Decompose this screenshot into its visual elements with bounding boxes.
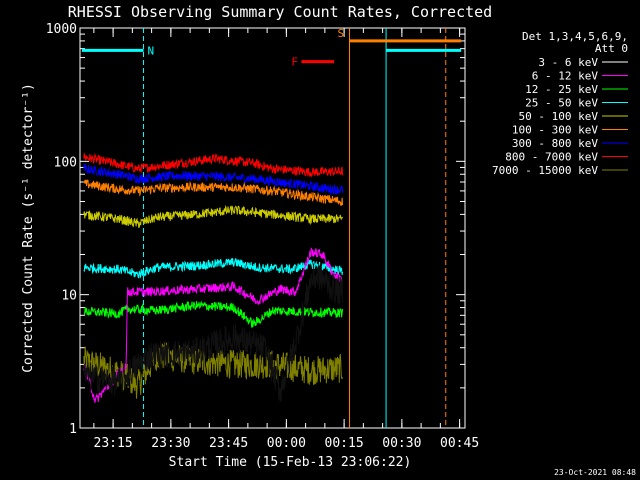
- y-tick-label: 100: [54, 155, 77, 170]
- y-tick-label: 10: [61, 289, 77, 304]
- footer-timestamp: 23-Oct-2021 08:48: [554, 468, 636, 477]
- legend-entry-label: 50 - 100 keV: [519, 110, 599, 123]
- series-line: [83, 263, 344, 403]
- legend-entry-label: 7000 - 15000 keV: [492, 164, 598, 177]
- y-tick-label: 1000: [46, 22, 77, 37]
- series-line: [83, 257, 344, 280]
- x-axis-label: Start Time (15-Feb-13 23:06:22): [169, 455, 412, 470]
- annotation-label: N: [148, 44, 155, 57]
- legend-entry-label: 100 - 300 keV: [512, 124, 598, 137]
- series-line: [83, 163, 344, 196]
- legend-entry-label: 300 - 800 keV: [512, 137, 598, 150]
- y-tick-label: 1: [69, 422, 77, 437]
- series-line: [83, 204, 344, 229]
- legend-entry-label: 800 - 7000 keV: [505, 151, 598, 164]
- legend-entry-label: 3 - 6 keV: [538, 56, 598, 69]
- series-line: [83, 247, 343, 403]
- x-tick-label: 23:30: [151, 436, 190, 451]
- series-line: [83, 179, 344, 206]
- legend-entry-label: 25 - 50 keV: [525, 97, 598, 110]
- x-tick-label: 00:00: [267, 436, 306, 451]
- x-tick-label: 23:45: [209, 436, 248, 451]
- legend-header: Det 1,3,4,5,6,9,: [522, 30, 628, 43]
- series-line: [83, 152, 344, 178]
- annotation-label: F: [291, 56, 298, 69]
- plot-frame: [79, 27, 466, 429]
- x-tick-label: 00:30: [382, 436, 421, 451]
- series-line: [83, 342, 344, 399]
- chart-title: RHESSI Observing Summary Count Rates, Co…: [68, 3, 492, 21]
- legend-entry-label: 12 - 25 keV: [525, 83, 598, 96]
- legend-entry-label: 6 - 12 keV: [532, 70, 599, 83]
- x-tick-label: 00:15: [325, 436, 364, 451]
- legend-header: Att 0: [595, 42, 628, 55]
- annotation-label: S: [338, 27, 345, 40]
- x-tick-label: 23:15: [94, 436, 133, 451]
- y-axis-label: Corrected Count Rate (s⁻¹ detector⁻¹): [21, 83, 36, 373]
- x-tick-label: 00:45: [440, 436, 479, 451]
